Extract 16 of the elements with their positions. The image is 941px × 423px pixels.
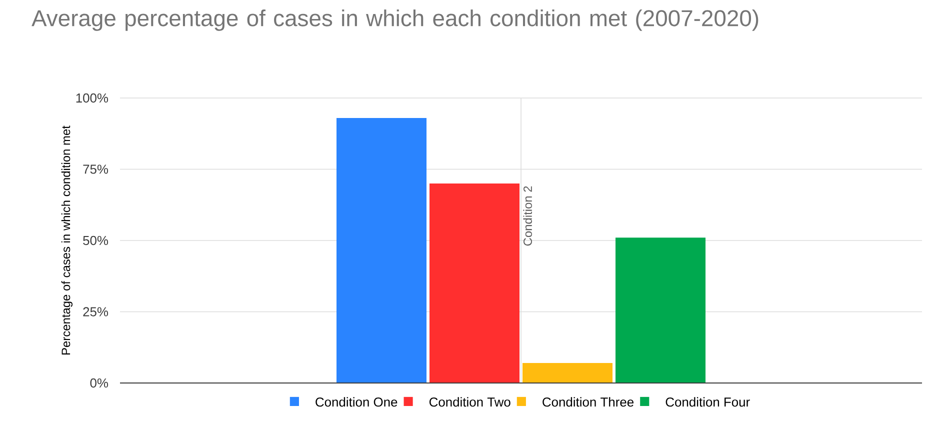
bar — [430, 183, 520, 383]
y-axis-title: Percentage of cases in which condition met — [61, 126, 73, 354]
y-tick-label: 100% — [76, 93, 108, 103]
chart-title: Average percentage of cases in which each condition met (2007-2020) — [32, 10, 758, 31]
annotation: Condition 2 — [523, 186, 532, 246]
y-tick-label: 50% — [83, 236, 108, 246]
bar — [522, 363, 613, 383]
y-tick-label: 25% — [83, 307, 108, 316]
bar — [336, 118, 427, 383]
bar — [616, 238, 706, 383]
legend-label: Condition Three — [542, 397, 634, 407]
legend-label: Condition Four — [666, 397, 750, 407]
y-tick-label: 75% — [83, 164, 108, 174]
legend-label: Condition Two — [429, 397, 510, 407]
y-tick-label: 0% — [90, 378, 108, 388]
legend-label: Condition One — [316, 397, 398, 407]
